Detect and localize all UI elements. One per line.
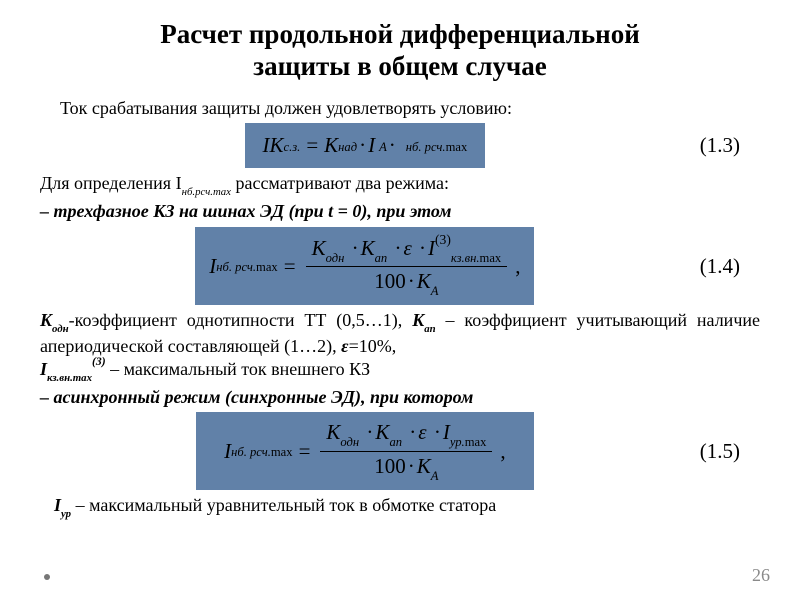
- expl1-Ikz: I: [40, 359, 47, 379]
- expl2-b: – максимальный уравнительный ток в обмот…: [71, 495, 496, 515]
- slide-title: Расчет продольной дифференциальной защит…: [40, 18, 760, 83]
- mode-2-heading: – асинхронный режим (синхронные ЭД), при…: [40, 386, 760, 409]
- modes-sub: нб.рсч.max: [182, 186, 231, 198]
- modes-line: Для определения Iнб.рсч.max рассматриваю…: [40, 172, 760, 198]
- expl1-g: – максимальный ток внешнего КЗ: [106, 359, 371, 379]
- equation-1-3: IKс.з. = Kнад ·I A · нб. рсч.max: [245, 123, 486, 168]
- equation-1-4-row: Iнб. рсч.max = Kодн ·Kап ·ε ·I(3)кз.вн.m…: [40, 227, 760, 305]
- equation-1-5-number: (1.5): [690, 439, 760, 464]
- explanation-2: Iур – максимальный уравнительный ток в о…: [54, 494, 760, 520]
- expl2-Iur: I: [54, 495, 61, 515]
- equation-1-4: Iнб. рсч.max = Kодн ·Kап ·ε ·I(3)кз.вн.m…: [195, 227, 534, 305]
- intro-text: Ток срабатывания защиты должен удовлетво…: [60, 97, 760, 120]
- expl1-eps: ε: [341, 336, 348, 356]
- equation-1-3-row: IKс.з. = Kнад ·I A · нб. рсч.max (1.3): [40, 123, 760, 168]
- modes-post: рассматривают два режима:: [231, 173, 449, 193]
- expl1-Ikz-sup: (3): [92, 355, 106, 368]
- expl1-Kodn: K: [40, 310, 52, 330]
- equation-1-5-row: Iнб. рсч.max = Kодн ·Kап ·ε ·Iур.max 100…: [40, 412, 760, 489]
- title-line-1: Расчет продольной дифференциальной: [160, 19, 640, 49]
- title-line-2: защиты в общем случае: [253, 51, 546, 81]
- expl1-e: =10%,: [349, 336, 397, 356]
- footer-bullet-icon: [44, 574, 50, 580]
- mode-1-heading: – трехфазное КЗ на шинах ЭД (при t = 0),…: [40, 200, 760, 223]
- expl1-Ikz-sub: кз.вн.max: [47, 372, 92, 384]
- explanation-1: Kодн-коэффициент однотипности ТТ (0,5…1)…: [40, 309, 760, 384]
- page-number: 26: [752, 565, 770, 586]
- equation-1-4-number: (1.4): [690, 254, 760, 279]
- expl1-Kap: K: [412, 310, 424, 330]
- expl1-Kodn-sub: одн: [52, 323, 69, 335]
- modes-pre: Для определения I: [40, 173, 182, 193]
- expl1-b: -коэффициент однотипности ТТ (0,5…1),: [69, 310, 413, 330]
- equation-1-3-number: (1.3): [690, 133, 760, 158]
- expl2-Iur-sub: ур: [61, 508, 71, 520]
- expl1-Kap-sub: ап: [424, 323, 435, 335]
- equation-1-5: Iнб. рсч.max = Kодн ·Kап ·ε ·Iур.max 100…: [196, 412, 534, 489]
